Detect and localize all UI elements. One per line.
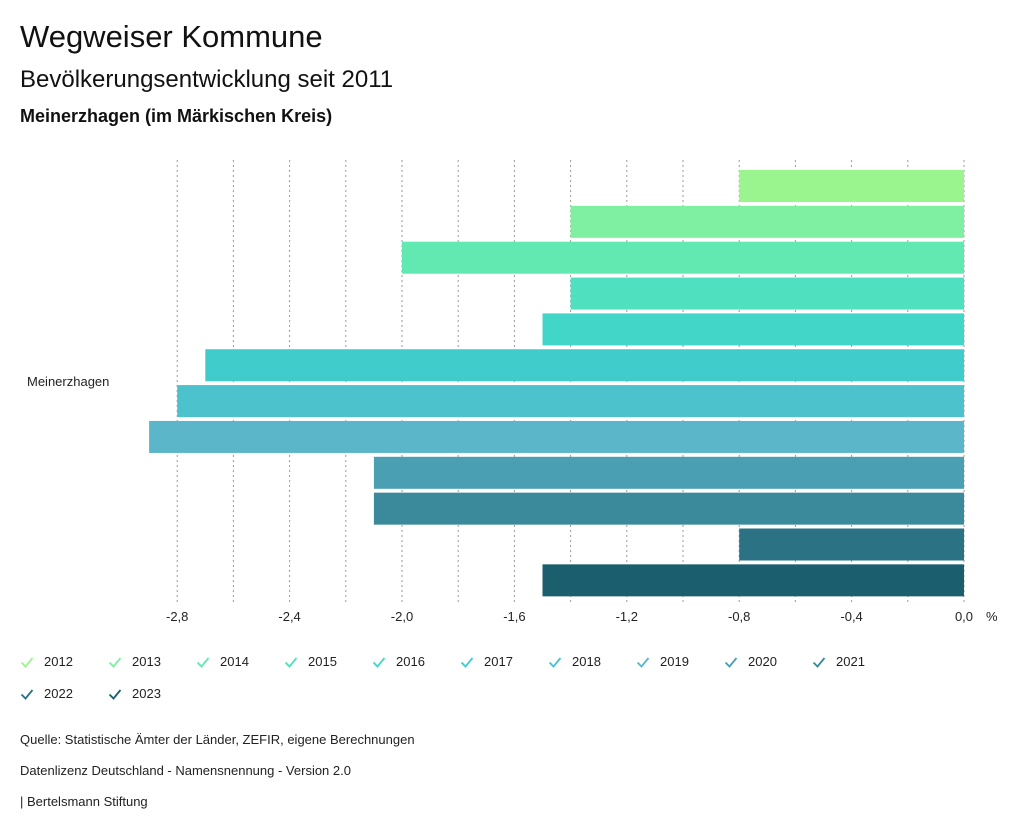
checkmark-path [812, 656, 826, 668]
legend-label: 2015 [308, 654, 337, 669]
chart-subtitle: Bevölkerungsentwicklung seit 2011 [20, 66, 394, 93]
bar-2014[interactable] [402, 241, 964, 274]
legend-item-2012[interactable]: 2012 [20, 654, 73, 669]
bar-2013[interactable] [570, 205, 964, 238]
legend-item-2022[interactable]: 2022 [20, 686, 73, 701]
bar-chart: Meinerzhagen -2,8 -2,4 -2,0 -1,6 -1,2 -0,8 -0,4… [27, 160, 998, 624]
legend-item-2023[interactable]: 2023 [108, 686, 161, 701]
checkmark-icon [284, 656, 298, 668]
bar-2018[interactable] [177, 385, 964, 418]
checkmark-icon [196, 656, 210, 668]
legend-label: 2018 [572, 654, 601, 669]
x-tick-label: -1,6 [503, 609, 525, 624]
legend-item-2014[interactable]: 2014 [196, 654, 249, 669]
checkmark-path [548, 656, 562, 668]
legend-item-2017[interactable]: 2017 [460, 654, 513, 669]
legend-item-2016[interactable]: 2016 [372, 654, 425, 669]
checkmark-path [372, 656, 386, 668]
legend-label: 2021 [836, 654, 865, 669]
checkmark-path [724, 656, 738, 668]
legend-label: 2014 [220, 654, 249, 669]
checkmark-path [460, 656, 474, 668]
bar-2016[interactable] [542, 313, 965, 346]
checkmark-icon [548, 656, 562, 668]
legend-label: 2019 [660, 654, 689, 669]
checkmark-path [20, 656, 34, 668]
legend-item-2013[interactable]: 2013 [108, 654, 161, 669]
legend-label: 2020 [748, 654, 777, 669]
bar-2012[interactable] [739, 170, 964, 202]
x-tick-label: -2,8 [166, 609, 188, 624]
legend-label: 2017 [484, 654, 513, 669]
page-title: Wegweiser Kommune [20, 19, 323, 54]
x-tick-label: -2,0 [391, 609, 413, 624]
legend-item-2019[interactable]: 2019 [636, 654, 689, 669]
legend-label: 2022 [44, 686, 73, 701]
bar-2021[interactable] [373, 492, 964, 525]
legend-label: 2012 [44, 654, 73, 669]
bar-2020[interactable] [373, 456, 964, 489]
x-tick-label: -1,2 [616, 609, 638, 624]
legend-label: 2016 [396, 654, 425, 669]
x-tick-label: -2,4 [278, 609, 300, 624]
legend-label: 2013 [132, 654, 161, 669]
bar-2019[interactable] [149, 420, 965, 453]
bar-2023[interactable] [542, 564, 965, 597]
x-unit-label: % [986, 609, 998, 624]
legend-label: 2023 [132, 686, 161, 701]
checkmark-path [108, 656, 122, 668]
legend-item-2018[interactable]: 2018 [548, 654, 601, 669]
region-label: Meinerzhagen (im Märkischen Kreis) [20, 106, 333, 126]
x-tick-label: -0,8 [728, 609, 750, 624]
legend-item-2021[interactable]: 2021 [812, 654, 865, 669]
checkmark-path [196, 656, 210, 668]
checkmark-path [284, 656, 298, 668]
checkmark-icon [108, 688, 122, 700]
checkmark-icon [372, 656, 386, 668]
checkmark-path [636, 656, 650, 668]
checkmark-icon [724, 656, 738, 668]
publisher-note: | Bertelsmann Stiftung [20, 794, 148, 809]
checkmark-icon [636, 656, 650, 668]
category-label: Meinerzhagen [27, 374, 109, 389]
checkmark-icon [108, 656, 122, 668]
source-note: Quelle: Statistische Ämter der Länder, Z… [20, 732, 415, 747]
legend-item-2015[interactable]: 2015 [284, 654, 337, 669]
checkmark-icon [20, 656, 34, 668]
bar-2015[interactable] [570, 277, 964, 310]
x-tick-label: -0,4 [840, 609, 862, 624]
checkmark-path [20, 688, 34, 700]
checkmark-icon [20, 688, 34, 700]
checkmark-icon [460, 656, 474, 668]
checkmark-icon [812, 656, 826, 668]
license-note: Datenlizenz Deutschland - Namensnennung … [20, 763, 351, 778]
checkmark-path [108, 688, 122, 700]
x-tick-label: 0,0 [955, 609, 973, 624]
bar-2022[interactable] [739, 528, 964, 561]
legend-item-2020[interactable]: 2020 [724, 654, 777, 669]
bar-2017[interactable] [205, 349, 965, 382]
